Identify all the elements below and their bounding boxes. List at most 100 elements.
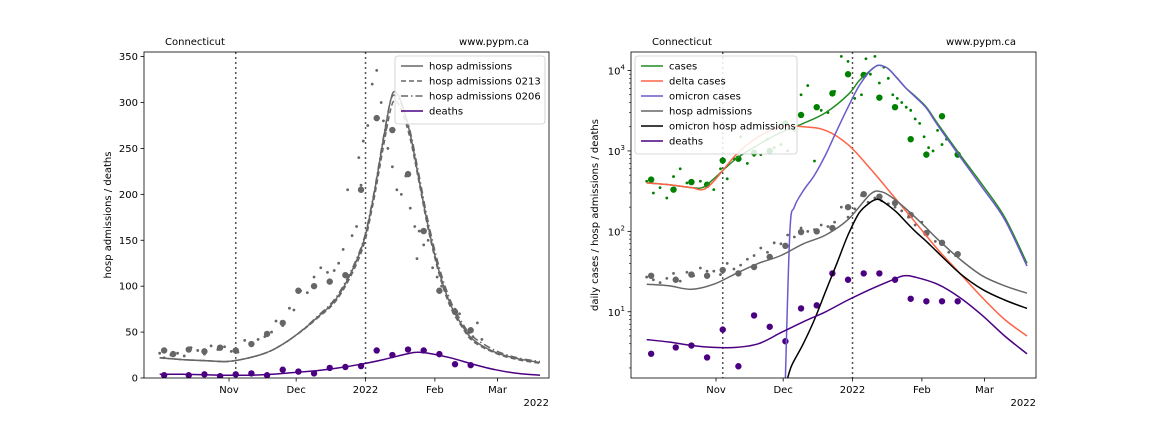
cases-daily-point — [927, 146, 930, 150]
legend-box — [634, 55, 798, 155]
deaths-weekly-point — [216, 372, 224, 378]
hosp-daily-point — [422, 243, 426, 247]
legend-label: hosp admissions 0206 — [429, 92, 541, 103]
deaths-weekly-point — [647, 350, 655, 357]
hosp-daily-point — [379, 101, 383, 104]
legend: hosp admissions hosp admissions 0213 hosp … — [394, 55, 546, 125]
hosp-daily-point — [665, 276, 669, 280]
hosp-weekly-point — [797, 228, 805, 236]
hosp-daily-point — [395, 188, 399, 192]
cases-weekly-point — [647, 176, 655, 183]
y-tick-label: 104 — [608, 64, 626, 78]
y-tick-label: 250 — [119, 144, 138, 155]
series-deaths — [159, 351, 541, 377]
x-tick-label: 2022 — [353, 385, 378, 396]
cases-daily-point — [665, 196, 669, 200]
deaths-weekly-point — [782, 338, 789, 345]
hosp-weekly-point — [326, 278, 333, 285]
deaths-weekly-point — [844, 276, 852, 283]
hosp-daily-point — [350, 234, 354, 238]
legend: cases delta cases omicron cases hosp admiss… — [634, 55, 798, 155]
x-tick-label: Dec — [773, 385, 792, 396]
x-tick-label: Nov — [219, 385, 239, 396]
cases-daily-point — [864, 57, 868, 61]
deaths-weekly-point — [232, 371, 239, 378]
hosp-weekly-point — [907, 211, 914, 219]
hosp-daily-point — [739, 263, 743, 267]
hosp-daily-point — [719, 273, 722, 276]
cases-daily-point — [900, 101, 904, 104]
hosp-daily-point — [786, 233, 790, 237]
hosp-daily-point — [426, 238, 430, 242]
hosp-daily-point — [853, 207, 857, 211]
cases-daily-point — [839, 54, 843, 58]
legend-label: omicron hosp admissions — [669, 122, 796, 133]
cases-weekly-point — [813, 103, 820, 111]
cases-daily-point — [645, 179, 649, 183]
cases-daily-point — [860, 93, 863, 97]
cases-daily-point — [719, 167, 722, 171]
axes-frame — [143, 51, 550, 379]
y-tick-label: 102 — [608, 224, 625, 238]
deaths-weekly-point — [954, 298, 961, 305]
cases-weekly-point — [938, 113, 946, 120]
hosp-daily-point — [274, 319, 278, 323]
cases-weekly-point — [735, 155, 742, 162]
hosp-weekly-point — [263, 330, 271, 338]
series-deaths — [646, 274, 1028, 355]
cases-daily-point — [799, 93, 803, 97]
cases-daily-point — [891, 93, 895, 97]
x-tick-label: Feb — [913, 385, 931, 396]
cases-daily-point — [936, 129, 939, 132]
hosp-daily-point — [745, 257, 749, 261]
hosp-daily-point — [357, 156, 361, 160]
y-tick-label: 0 — [132, 374, 138, 385]
hosp-weekly-point — [310, 282, 318, 290]
series-hosp-admissions-0213 — [159, 99, 541, 365]
title-left: Connecticut — [652, 37, 712, 48]
hosp-daily-point — [766, 250, 769, 254]
hosp-weekly-point — [373, 114, 380, 122]
deaths-weekly-point — [907, 295, 914, 302]
hosp-weekly-point — [844, 203, 852, 211]
hosp-weekly-point — [420, 227, 427, 235]
hosp-daily-point — [288, 306, 291, 310]
hosp-weekly-point — [342, 271, 349, 279]
hosp-weekly-point — [201, 348, 208, 355]
y-axis-label: daily cases / hosp admissions / deaths — [590, 119, 601, 311]
deaths-weekly-point — [160, 372, 168, 378]
hosp-daily-point — [806, 229, 810, 233]
hosp-daily-point — [893, 205, 897, 209]
cases-daily-point — [685, 181, 689, 185]
hosp-daily-point — [332, 269, 336, 272]
cases-daily-point — [904, 105, 908, 109]
hosp-daily-point — [341, 248, 345, 251]
hosp-daily-point — [243, 338, 247, 342]
hosp-daily-point — [366, 124, 370, 127]
hosp-daily-point — [672, 271, 675, 275]
deaths-weekly-point — [797, 305, 805, 312]
hosp-weekly-point — [248, 340, 255, 348]
hosp-daily-point — [792, 235, 796, 239]
hosp-daily-point — [346, 188, 350, 192]
deaths-weekly-point — [923, 298, 930, 305]
deaths-weekly-point — [404, 346, 412, 353]
title-left: Connecticut — [165, 37, 225, 48]
cases-daily-point — [895, 97, 899, 100]
legend-label: omicron cases — [669, 92, 741, 103]
deaths-weekly-point — [451, 361, 459, 368]
cases-daily-point — [846, 59, 850, 63]
hosp-weekly-point — [813, 228, 820, 235]
hosp-daily-point — [759, 246, 763, 250]
deaths-weekly-point — [860, 270, 867, 277]
hosp-daily-point — [645, 275, 649, 279]
cases-daily-point — [918, 122, 922, 125]
hosp-weekly-point — [216, 344, 224, 351]
cases-weekly-point — [719, 157, 726, 164]
hosp-daily-point — [292, 308, 296, 312]
hosp-weekly-point — [782, 242, 789, 250]
deaths-weekly-point — [310, 370, 318, 377]
legend-label: deaths — [669, 137, 703, 148]
cases-weekly-point — [923, 151, 930, 158]
